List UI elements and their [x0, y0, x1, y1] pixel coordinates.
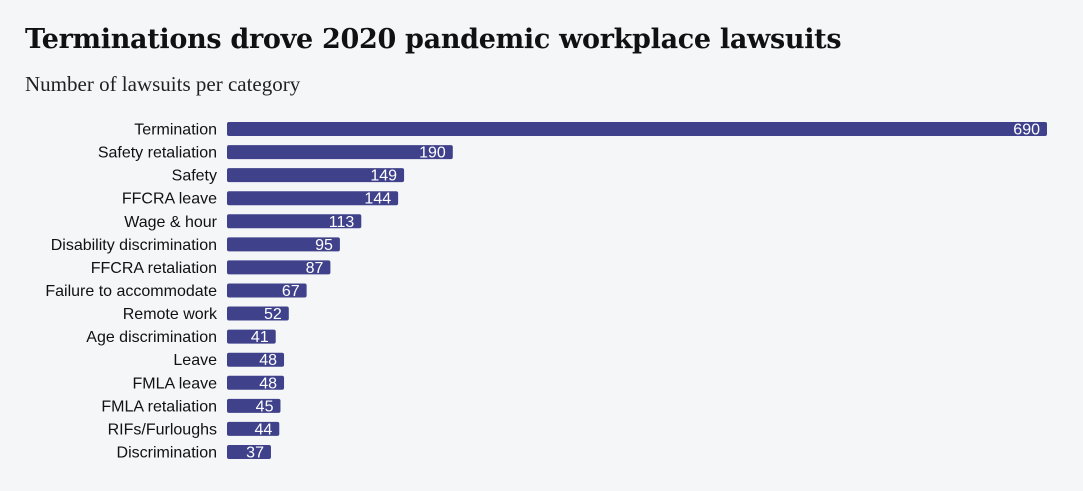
bar-ffcra-retaliation: [227, 260, 331, 275]
value-label-leave: 48: [259, 352, 277, 369]
value-label-rifs-furloughs: 44: [254, 421, 272, 438]
bar-age-discrimination: [227, 329, 276, 344]
category-label-disability-discrimination: Disability discrimination: [51, 237, 217, 254]
bar-discrimination: [227, 444, 271, 459]
bar-termination: [227, 122, 1047, 136]
category-label-remote-work: Remote work: [123, 306, 218, 323]
bar-remote-work: [227, 306, 289, 321]
chart-title: Terminations drove 2020 pandemic workpla…: [25, 24, 842, 55]
bar-failure-to-accommodate: [227, 283, 307, 298]
value-label-wage-hour: 113: [329, 214, 355, 231]
category-labels-group: Termination Safety retaliation Safety FFCRA…: [45, 122, 218, 462]
value-label-failure-to-accommodate: 67: [282, 283, 300, 300]
bar-fmla-leave: [227, 375, 285, 390]
bars-group: [227, 122, 1047, 459]
value-label-fmla-retaliation: 45: [256, 398, 274, 415]
bar-fmla-retaliation: [227, 398, 281, 413]
chart-subtitle: Number of lawsuits per category: [25, 72, 301, 96]
category-label-fmla-retaliation: FMLA retaliation: [101, 398, 217, 415]
value-label-discrimination: 37: [246, 444, 264, 461]
category-label-wage-hour: Wage & hour: [124, 214, 217, 231]
value-label-age-discrimination: 41: [251, 329, 269, 346]
category-label-safety: Safety: [172, 168, 217, 185]
bar-safety: [227, 168, 405, 183]
value-label-safety-retaliation: 190: [419, 145, 446, 162]
value-label-termination: 690: [1013, 122, 1040, 139]
bar-safety-retaliation: [227, 145, 453, 160]
value-label-ffcra-leave: 144: [364, 191, 391, 208]
category-label-leave: Leave: [173, 352, 217, 369]
category-label-rifs-furloughs: RIFs/Furloughs: [108, 421, 217, 438]
category-label-age-discrimination: Age discrimination: [86, 329, 217, 346]
bar-disability-discrimination: [227, 237, 340, 252]
category-label-termination: Termination: [134, 122, 217, 139]
category-label-discrimination: Discrimination: [117, 444, 217, 461]
bar-wage-hour: [227, 214, 362, 229]
category-label-ffcra-leave: FFCRA leave: [122, 191, 217, 208]
bar-leave: [227, 352, 285, 367]
value-label-ffcra-retaliation: 87: [306, 260, 324, 277]
category-label-ffcra-retaliation: FFCRA retaliation: [91, 260, 217, 277]
bar-ffcra-leave: [227, 191, 399, 206]
value-label-disability-discrimination: 95: [315, 237, 333, 254]
category-label-safety-retaliation: Safety retaliation: [98, 145, 217, 162]
bar-rifs-furloughs: [227, 421, 280, 436]
category-label-fmla-leave: FMLA leave: [133, 375, 218, 392]
value-label-fmla-leave: 48: [259, 375, 277, 392]
value-label-safety: 149: [370, 168, 397, 185]
category-label-failure-to-accommodate: Failure to accommodate: [45, 283, 217, 300]
value-label-remote-work: 52: [264, 306, 282, 323]
